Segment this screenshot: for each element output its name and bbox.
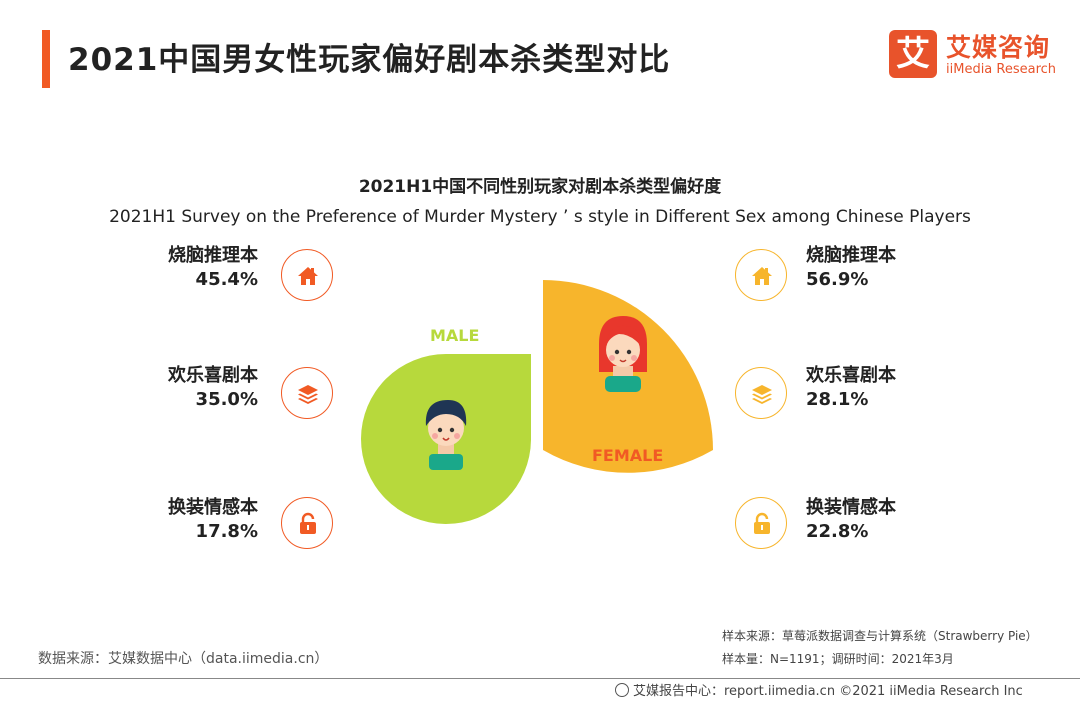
male-series-label: MALE bbox=[430, 326, 480, 345]
female-value-label: 28.1% bbox=[806, 389, 869, 410]
chart-subtitle: 2021H1 Survey on the Preference of Murde… bbox=[109, 207, 971, 227]
data-source-text: 数据来源：艾媒数据中心（data.iimedia.cn） bbox=[38, 651, 329, 667]
sample-size-text: 样本量：N=1191；调研时间：2021年3月 bbox=[722, 652, 954, 666]
female-series-label: FEMALE bbox=[592, 446, 664, 465]
male-home-icon bbox=[281, 249, 333, 301]
female-layers-icon bbox=[735, 367, 787, 419]
footer-credit-text: 艾媒报告中心：report.iimedia.cn ©2021 iiMedia R… bbox=[633, 684, 1023, 699]
male-value-label: 45.4% bbox=[195, 269, 258, 290]
globe-icon bbox=[615, 683, 629, 697]
iimedia-logo-mark: 艾 bbox=[889, 30, 937, 78]
male-unlock-icon bbox=[281, 497, 333, 549]
male-value-label: 17.8% bbox=[195, 521, 258, 542]
male-category-label: 烧脑推理本 bbox=[168, 245, 258, 266]
footer-credit: 艾媒报告中心：report.iimedia.cn ©2021 iiMedia R… bbox=[615, 680, 1023, 699]
male-value-label: 35.0% bbox=[195, 389, 258, 410]
female-category-label: 烧脑推理本 bbox=[806, 245, 896, 266]
chart-title: 2021H1中国不同性别玩家对剧本杀类型偏好度 bbox=[358, 177, 722, 197]
gender-drop-graphic bbox=[361, 280, 713, 524]
male-layers-icon bbox=[281, 367, 333, 419]
female-avatar-icon bbox=[599, 316, 647, 392]
logo-en-text: iiMedia Research bbox=[946, 62, 1057, 77]
footer-divider bbox=[0, 678, 1080, 679]
male-category-label: 换装情感本 bbox=[168, 497, 258, 518]
title-accent-bar bbox=[42, 30, 50, 88]
sample-source-text: 样本来源：草莓派数据调查与计算系统（Strawberry Pie） bbox=[722, 629, 1038, 643]
female-unlock-icon bbox=[735, 497, 787, 549]
male-avatar-icon bbox=[425, 400, 467, 470]
logo-cn-text: 艾媒咨询 bbox=[946, 33, 1051, 62]
female-value-label: 22.8% bbox=[806, 521, 869, 542]
male-category-label: 欢乐喜剧本 bbox=[168, 365, 258, 386]
female-value-label: 56.9% bbox=[806, 269, 869, 290]
female-home-icon bbox=[735, 249, 787, 301]
female-category-label: 欢乐喜剧本 bbox=[806, 365, 896, 386]
page-title: 2021中国男女性玩家偏好剧本杀类型对比 bbox=[68, 42, 671, 78]
female-category-label: 换装情感本 bbox=[806, 497, 896, 518]
